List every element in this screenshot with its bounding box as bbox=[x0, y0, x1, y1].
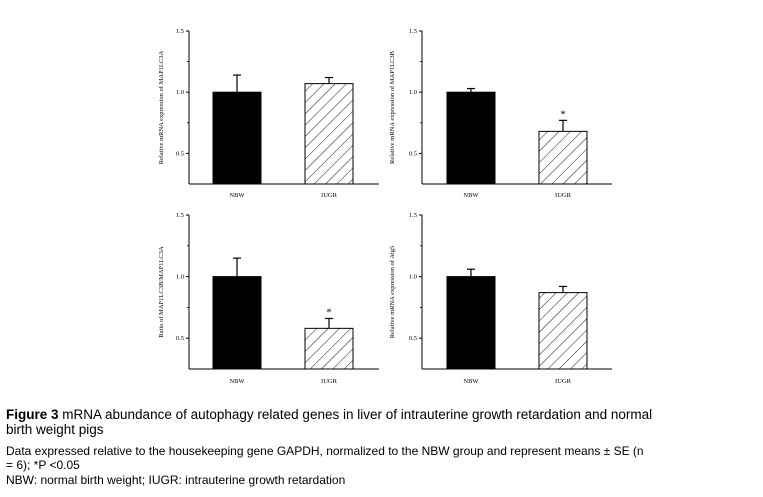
y-tick-label: 1.0 bbox=[176, 274, 184, 281]
figure-label: Figure 3 bbox=[6, 407, 59, 422]
y-axis-label: Relative mRNA expression of MAP1LC3B bbox=[389, 50, 396, 164]
y-tick-label: 1.5 bbox=[176, 212, 184, 219]
significance-marker: * bbox=[326, 306, 332, 318]
figure-charts: 1.5 1.0 0.5 Relative mRNA expression of MAP… bbox=[158, 28, 612, 385]
bar-iugr bbox=[304, 83, 354, 185]
y-tick-label: 1.5 bbox=[176, 28, 184, 35]
bar-iugr bbox=[538, 130, 588, 185]
chart-panel-map1lc3b: 1.5 1.0 0.5 Relative mRNA expression of MAP… bbox=[389, 28, 612, 199]
y-tick-label: 1.0 bbox=[409, 89, 417, 96]
bar-nbw bbox=[446, 276, 496, 370]
bar-nbw bbox=[212, 91, 262, 185]
caption-title-line1: mRNA abundance of autophagy related gene… bbox=[58, 407, 653, 422]
caption-title-line2: birth weight pigs bbox=[6, 422, 104, 437]
x-category-label: IUGR bbox=[321, 378, 338, 385]
y-tick-label: 1.5 bbox=[409, 28, 417, 35]
significance-marker: * bbox=[560, 108, 566, 120]
bar-nbw bbox=[446, 91, 496, 185]
bar-iugr bbox=[538, 292, 588, 370]
y-tick-label: 1.0 bbox=[176, 89, 184, 96]
chart-panel-map1lc3a: 1.5 1.0 0.5 Relative mRNA expression of MAP… bbox=[158, 28, 379, 199]
y-tick-label: 1.5 bbox=[409, 212, 417, 219]
caption-data-line2: = 6); *P <0.05 bbox=[6, 458, 80, 472]
bar-nbw bbox=[212, 276, 262, 370]
y-tick-label: 0.5 bbox=[176, 335, 184, 342]
y-axis-label: Relative mRNA expression of MAP1LC3A bbox=[158, 51, 165, 165]
chart-panel-atg5: 1.5 1.0 0.5 Relative mRNA expression of Atg… bbox=[389, 212, 612, 385]
bar-iugr bbox=[304, 327, 354, 370]
y-tick-label: 0.5 bbox=[409, 150, 417, 157]
x-category-label: NBW bbox=[463, 192, 479, 199]
caption-data-line1: Data expressed relative to the housekeep… bbox=[6, 444, 644, 458]
x-category-label: NBW bbox=[229, 192, 245, 199]
y-tick-label: 0.5 bbox=[409, 335, 417, 342]
caption-abbr-line: NBW: normal birth weight; IUGR: intraute… bbox=[6, 473, 346, 487]
x-category-label: IUGR bbox=[321, 192, 338, 199]
y-tick-label: 0.5 bbox=[176, 150, 184, 157]
y-axis-label: Ratio of MAP1LC3B/MAP1LC3A bbox=[158, 246, 165, 338]
x-category-label: IUGR bbox=[555, 378, 572, 385]
y-axis-label: Relative mRNA expression of Atg5 bbox=[389, 246, 396, 338]
x-category-label: IUGR bbox=[555, 192, 572, 199]
x-category-label: NBW bbox=[463, 378, 479, 385]
chart-panel-ratio: 1.5 1.0 0.5 Ratio of MAP1LC3B/MAP1LC3A NBW * I… bbox=[158, 212, 379, 385]
y-tick-label: 1.0 bbox=[409, 274, 417, 281]
x-category-label: NBW bbox=[229, 378, 245, 385]
